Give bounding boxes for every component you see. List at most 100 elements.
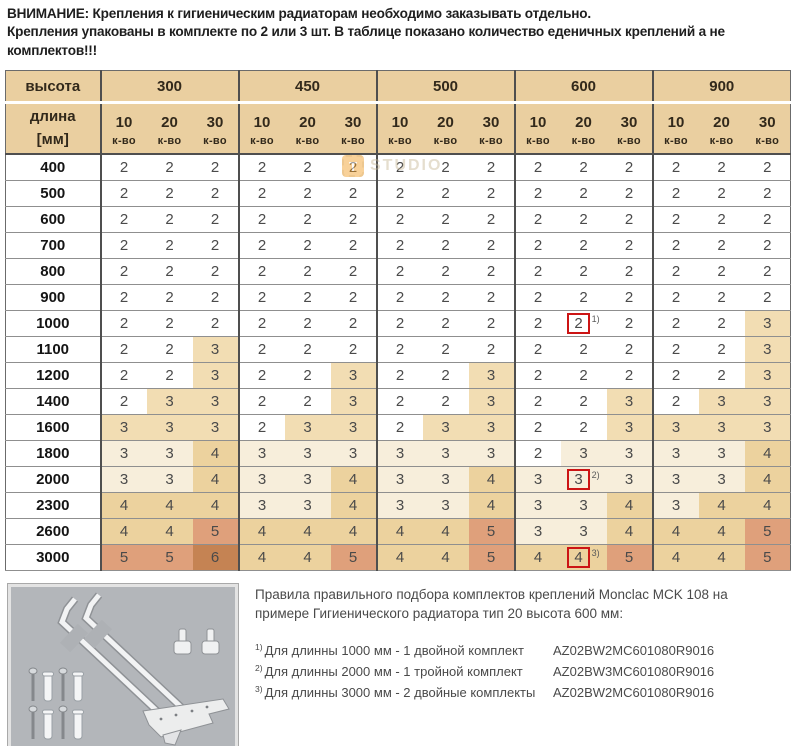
footnote-marker: 3) bbox=[591, 548, 600, 559]
rules-title: Правила правильного подбора комплектов к… bbox=[255, 585, 800, 623]
subcol-header-500-30: 30 к-во bbox=[468, 102, 515, 156]
qty-cell: 4 bbox=[330, 466, 377, 494]
qty-cell: 4 bbox=[422, 518, 469, 546]
qty-cell: 4 bbox=[468, 492, 515, 520]
length-label: длина bbox=[29, 108, 76, 126]
qty-cell: 3 bbox=[375, 492, 423, 520]
qty-cell: 2 1) bbox=[560, 310, 607, 338]
qty-cell: 3 bbox=[560, 492, 607, 520]
subcol-type-label: 30 bbox=[620, 113, 638, 131]
qty-cell: 2 bbox=[375, 336, 423, 364]
qty-cell: 3 bbox=[375, 466, 423, 494]
qty-cell: 2 bbox=[422, 232, 469, 260]
qty-cell: 4 bbox=[698, 544, 745, 572]
subcol-type-label: 30 bbox=[758, 113, 776, 131]
subcol-header-300-20: 20 к-во bbox=[146, 102, 193, 156]
subcol-qty-label: к-во bbox=[388, 134, 412, 147]
qty-cell: 3 bbox=[375, 440, 423, 468]
footnote-marker: 3) bbox=[255, 684, 263, 695]
length-cell: 3000 bbox=[5, 544, 102, 572]
qty-cell: 3 bbox=[744, 310, 791, 338]
qty-cell: 2 bbox=[422, 258, 469, 286]
qty-cell: 2 bbox=[513, 310, 561, 338]
qty-cell: 2 bbox=[99, 232, 147, 260]
qty-cell: 3 bbox=[468, 440, 515, 468]
qty-cell: 2 bbox=[744, 206, 791, 234]
qty-cell: 2 bbox=[651, 388, 699, 416]
qty-cell: 5 bbox=[468, 544, 515, 572]
length-cell: 2000 bbox=[5, 466, 102, 494]
qty-cell: 2 bbox=[192, 310, 239, 338]
table-row-3000: 3000 5 5 6 4 4 5 4 4 5 4 4 3) 5 4 4 5 bbox=[5, 544, 791, 572]
footnote-marker: 1) bbox=[591, 314, 600, 325]
qty-cell: 2 bbox=[146, 362, 193, 390]
qty-cell: 3 bbox=[606, 466, 653, 494]
qty-cell: 2 bbox=[146, 206, 193, 234]
qty-cell: 4 bbox=[192, 466, 239, 494]
qty-cell: 3 bbox=[192, 336, 239, 364]
subcol-type-label: 20 bbox=[713, 113, 730, 131]
col-group-header-900: 900 bbox=[651, 70, 791, 105]
table-row-1600: 1600 3 3 3 2 3 3 2 3 3 2 2 3 3 3 3 bbox=[5, 414, 791, 442]
qty-cell: 4 bbox=[237, 544, 285, 572]
qty-cell: 2 bbox=[192, 154, 239, 182]
qty-cell: 2 bbox=[237, 414, 285, 442]
qty-cell: 2 bbox=[560, 414, 607, 442]
qty-cell: 2 bbox=[560, 180, 607, 208]
qty-cell: 5 bbox=[744, 544, 791, 572]
qty-cell: 2 bbox=[513, 284, 561, 312]
length-cell: 600 bbox=[5, 206, 102, 234]
qty-cell: 4 bbox=[698, 492, 745, 520]
qty-cell: 4 bbox=[422, 544, 469, 572]
qty-cell: 4 bbox=[651, 518, 699, 546]
qty-cell: 4 bbox=[468, 466, 515, 494]
qty-cell: 2 bbox=[146, 336, 193, 364]
qty-cell: 5 bbox=[330, 544, 377, 572]
length-cell: 2300 bbox=[5, 492, 102, 520]
qty-cell: 2 bbox=[284, 310, 331, 338]
qty-cell: 4 bbox=[513, 544, 561, 572]
qty-cell: 2 bbox=[468, 232, 515, 260]
qty-cell: 2 bbox=[375, 388, 423, 416]
qty-cell: 2 bbox=[560, 284, 607, 312]
qty-cell: 3 bbox=[237, 466, 285, 494]
qty-cell: 2 bbox=[375, 232, 423, 260]
qty-cell: 3 bbox=[698, 388, 745, 416]
qty-cell: 2 bbox=[513, 232, 561, 260]
qty-cell: 2 bbox=[237, 232, 285, 260]
subcol-type-label: 10 bbox=[253, 113, 271, 131]
table-row-2300: 2300 4 4 4 3 3 4 3 3 4 3 3 4 3 4 4 bbox=[5, 492, 791, 520]
qty-cell: 3 2) bbox=[560, 466, 607, 494]
length-cell: 2600 bbox=[5, 518, 102, 546]
qty-cell: 2 bbox=[237, 362, 285, 390]
qty-cell: 3 bbox=[560, 518, 607, 546]
selection-rules: Правила правильного подбора комплектов к… bbox=[255, 584, 800, 703]
col-group-header-600: 600 bbox=[513, 70, 653, 105]
length-cell: 1000 bbox=[5, 310, 102, 338]
subcol-qty-label: к-во bbox=[526, 134, 550, 147]
qty-cell: 2 bbox=[99, 284, 147, 312]
qty-cell: 5 bbox=[468, 518, 515, 546]
qty-cell: 2 bbox=[560, 258, 607, 286]
qty-cell: 2 bbox=[651, 206, 699, 234]
qty-cell: 2 bbox=[698, 154, 745, 182]
qty-cell: 3 bbox=[606, 440, 653, 468]
qty-cell: 2 bbox=[192, 180, 239, 208]
qty-cell: 3 bbox=[284, 414, 331, 442]
brackets-quantity-table: высота 300 450 500 600 900 длина [мм] 10 к-во… bbox=[5, 70, 791, 572]
qty-cell: 2 bbox=[606, 336, 653, 364]
qty-cell: 3 bbox=[146, 466, 193, 494]
qty-cell: 2 bbox=[513, 180, 561, 208]
qty-cell: 2 bbox=[513, 388, 561, 416]
subcol-qty-label: к-во bbox=[433, 134, 458, 147]
table-row-600: 600 2 2 2 2 2 2 2 2 2 2 2 2 2 2 2 bbox=[5, 206, 791, 234]
length-cell: 1200 bbox=[5, 362, 102, 390]
qty-cell: 2 bbox=[375, 284, 423, 312]
qty-cell: 3 bbox=[651, 492, 699, 520]
qty-cell: 2 bbox=[606, 310, 653, 338]
qty-cell: 2 bbox=[284, 284, 331, 312]
length-header-cell: длина [мм] bbox=[5, 102, 101, 156]
qty-cell: 2 bbox=[284, 206, 331, 234]
subcol-header-300-30: 30 к-во bbox=[192, 102, 239, 156]
qty-cell: 3 bbox=[192, 388, 239, 416]
